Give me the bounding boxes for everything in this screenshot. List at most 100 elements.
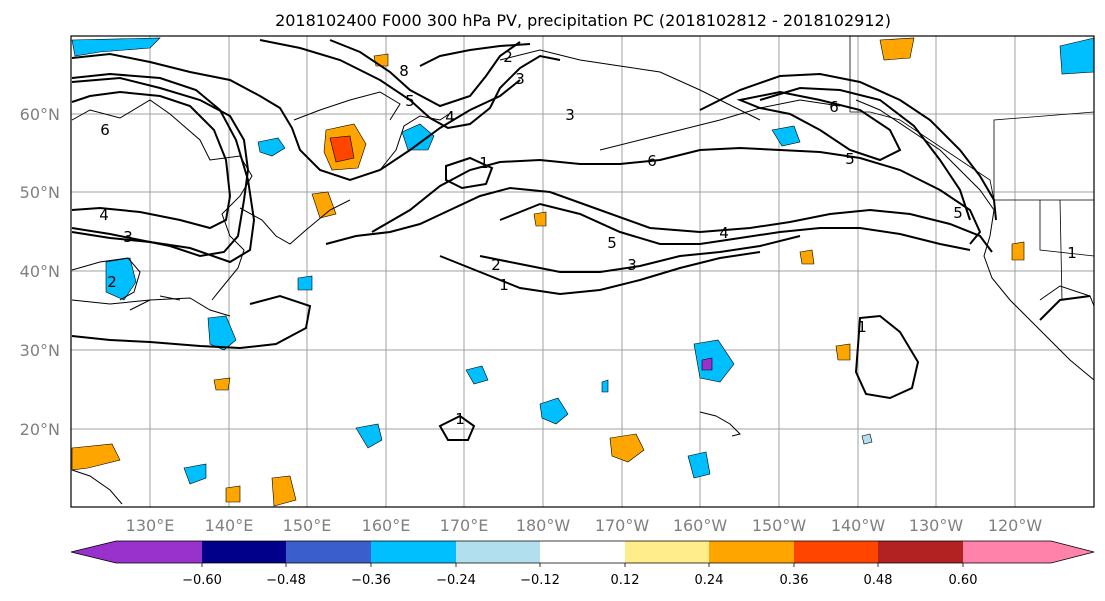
precip-patch-blue — [861, 433, 873, 445]
precip-patch-blue — [355, 423, 383, 449]
precip-patch-orange — [213, 377, 231, 391]
pv-contour — [419, 43, 531, 67]
pv-contour — [71, 72, 256, 264]
contour-label: 1 — [857, 318, 867, 336]
colorbar-tick-label: −0.24 — [436, 573, 476, 588]
contour-label: 6 — [829, 98, 839, 116]
contour-labels: 6 4 3 2 8 5 4 2 3 3 1 1 6 4 5 3 2 1 6 5 … — [99, 48, 1077, 428]
colorbar-segment — [286, 541, 371, 563]
contour-label: 5 — [607, 234, 617, 252]
precip-patch-orange — [311, 191, 337, 219]
precip-patch-blue — [539, 397, 569, 425]
contour-label: 5 — [953, 204, 963, 222]
pv-contour — [371, 146, 982, 245]
map-panel: 6 4 3 2 8 5 4 2 3 3 1 1 6 4 5 3 2 1 6 5 … — [70, 35, 1095, 508]
contour-label: 1 — [455, 410, 465, 428]
precip-patch-orange — [271, 475, 297, 507]
colorbar-tick-label: −0.12 — [520, 573, 560, 588]
colorbar-extend-min — [71, 541, 116, 563]
contour-label: 3 — [515, 70, 525, 88]
coastlines — [71, 49, 1095, 505]
precip-negative-patches — [71, 37, 1095, 485]
precip-patch-purple — [701, 357, 713, 371]
colorbar-tick-label: −0.48 — [266, 573, 306, 588]
contour-label: 4 — [99, 206, 109, 224]
contour-label: 6 — [100, 121, 110, 139]
precip-patch-orange — [71, 443, 121, 471]
colorbar-segment — [371, 541, 456, 563]
contour-label: 2 — [503, 48, 513, 66]
precip-patch-blue — [771, 125, 801, 147]
pv-contour — [71, 90, 232, 230]
colorbar-tick-label: 0.60 — [949, 573, 978, 588]
colorbar-segments — [71, 541, 1094, 563]
precip-patch-blue — [207, 315, 237, 351]
colorbar-tick-label: 0.36 — [780, 573, 809, 588]
precip-patch-orange — [835, 343, 851, 361]
figure-title: 2018102400 F000 300 hPa PV, precipitatio… — [275, 11, 891, 30]
precip-positive-patches — [71, 37, 1025, 507]
pv-contour — [325, 186, 993, 253]
pv-contour — [71, 52, 521, 182]
lon-label: 120°W — [988, 516, 1043, 535]
pv-contours — [71, 39, 1091, 441]
lat-label: 20°N — [20, 420, 60, 439]
lon-label: 170°E — [440, 516, 489, 535]
colorbar-tick-labels: −0.60 −0.48 −0.36 −0.24 −0.12 0.12 0.24 … — [182, 573, 977, 588]
lon-label: 160°E — [362, 516, 411, 535]
lon-label: 130°E — [126, 516, 175, 535]
colorbar-segment — [456, 541, 540, 563]
colorbar: −0.60 −0.48 −0.36 −0.24 −0.12 0.12 0.24 … — [70, 540, 1095, 588]
precip-patch-blue — [465, 365, 489, 385]
colorbar-segment — [202, 541, 286, 563]
contour-label: 5 — [405, 92, 415, 110]
precip-patch-blue — [401, 123, 435, 151]
pv-contour — [699, 72, 997, 221]
contour-label: 5 — [845, 150, 855, 168]
precip-patch-orange — [609, 433, 645, 463]
pv-contour — [854, 314, 920, 400]
colorbar-segment — [540, 541, 625, 563]
contour-label: 3 — [123, 228, 133, 246]
lon-label: 160°W — [673, 516, 728, 535]
precip-patch-orange — [373, 53, 389, 67]
colorbar-extend-max — [1051, 541, 1094, 563]
precip-patch-blue — [687, 451, 711, 479]
lat-label: 40°N — [20, 262, 60, 281]
precip-patch-orange — [1011, 241, 1025, 261]
contour-label: 1 — [1067, 244, 1077, 262]
lat-label: 30°N — [20, 341, 60, 360]
pv-contour — [445, 156, 494, 190]
map-frame — [70, 35, 1095, 508]
colorbar-tick-label: −0.36 — [351, 573, 391, 588]
lon-label: 150°E — [283, 516, 332, 535]
lat-label: 60°N — [20, 105, 60, 124]
pv-contour — [736, 90, 902, 162]
colorbar-segment — [709, 541, 794, 563]
pv-contour — [439, 251, 761, 296]
lon-label: 130°W — [909, 516, 964, 535]
colorbar-segment — [116, 541, 202, 563]
pv-contour — [438, 414, 476, 441]
pv-contour — [329, 39, 521, 108]
colorbar-segment — [625, 541, 709, 563]
colorbar-segment — [878, 541, 963, 563]
lon-label: 170°W — [595, 516, 650, 535]
lon-label: 140°W — [831, 516, 886, 535]
colorbar-tick-label: −0.60 — [182, 573, 222, 588]
precip-patch-orange — [879, 37, 915, 61]
contour-label: 8 — [399, 62, 409, 80]
contour-label: 1 — [499, 276, 509, 294]
pv-contour — [479, 235, 801, 273]
precip-patch-orange — [799, 249, 815, 265]
contour-label: 4 — [445, 108, 455, 126]
pv-contour — [1039, 295, 1091, 321]
pv-contour — [71, 294, 312, 350]
pv-contour — [499, 202, 971, 251]
contour-label: 2 — [491, 256, 501, 274]
pv-contour — [759, 86, 971, 221]
colorbar-tick-label: 0.24 — [695, 573, 724, 588]
colorbar-tick-label: 0.48 — [864, 573, 893, 588]
lon-label: 180°W — [516, 516, 571, 535]
